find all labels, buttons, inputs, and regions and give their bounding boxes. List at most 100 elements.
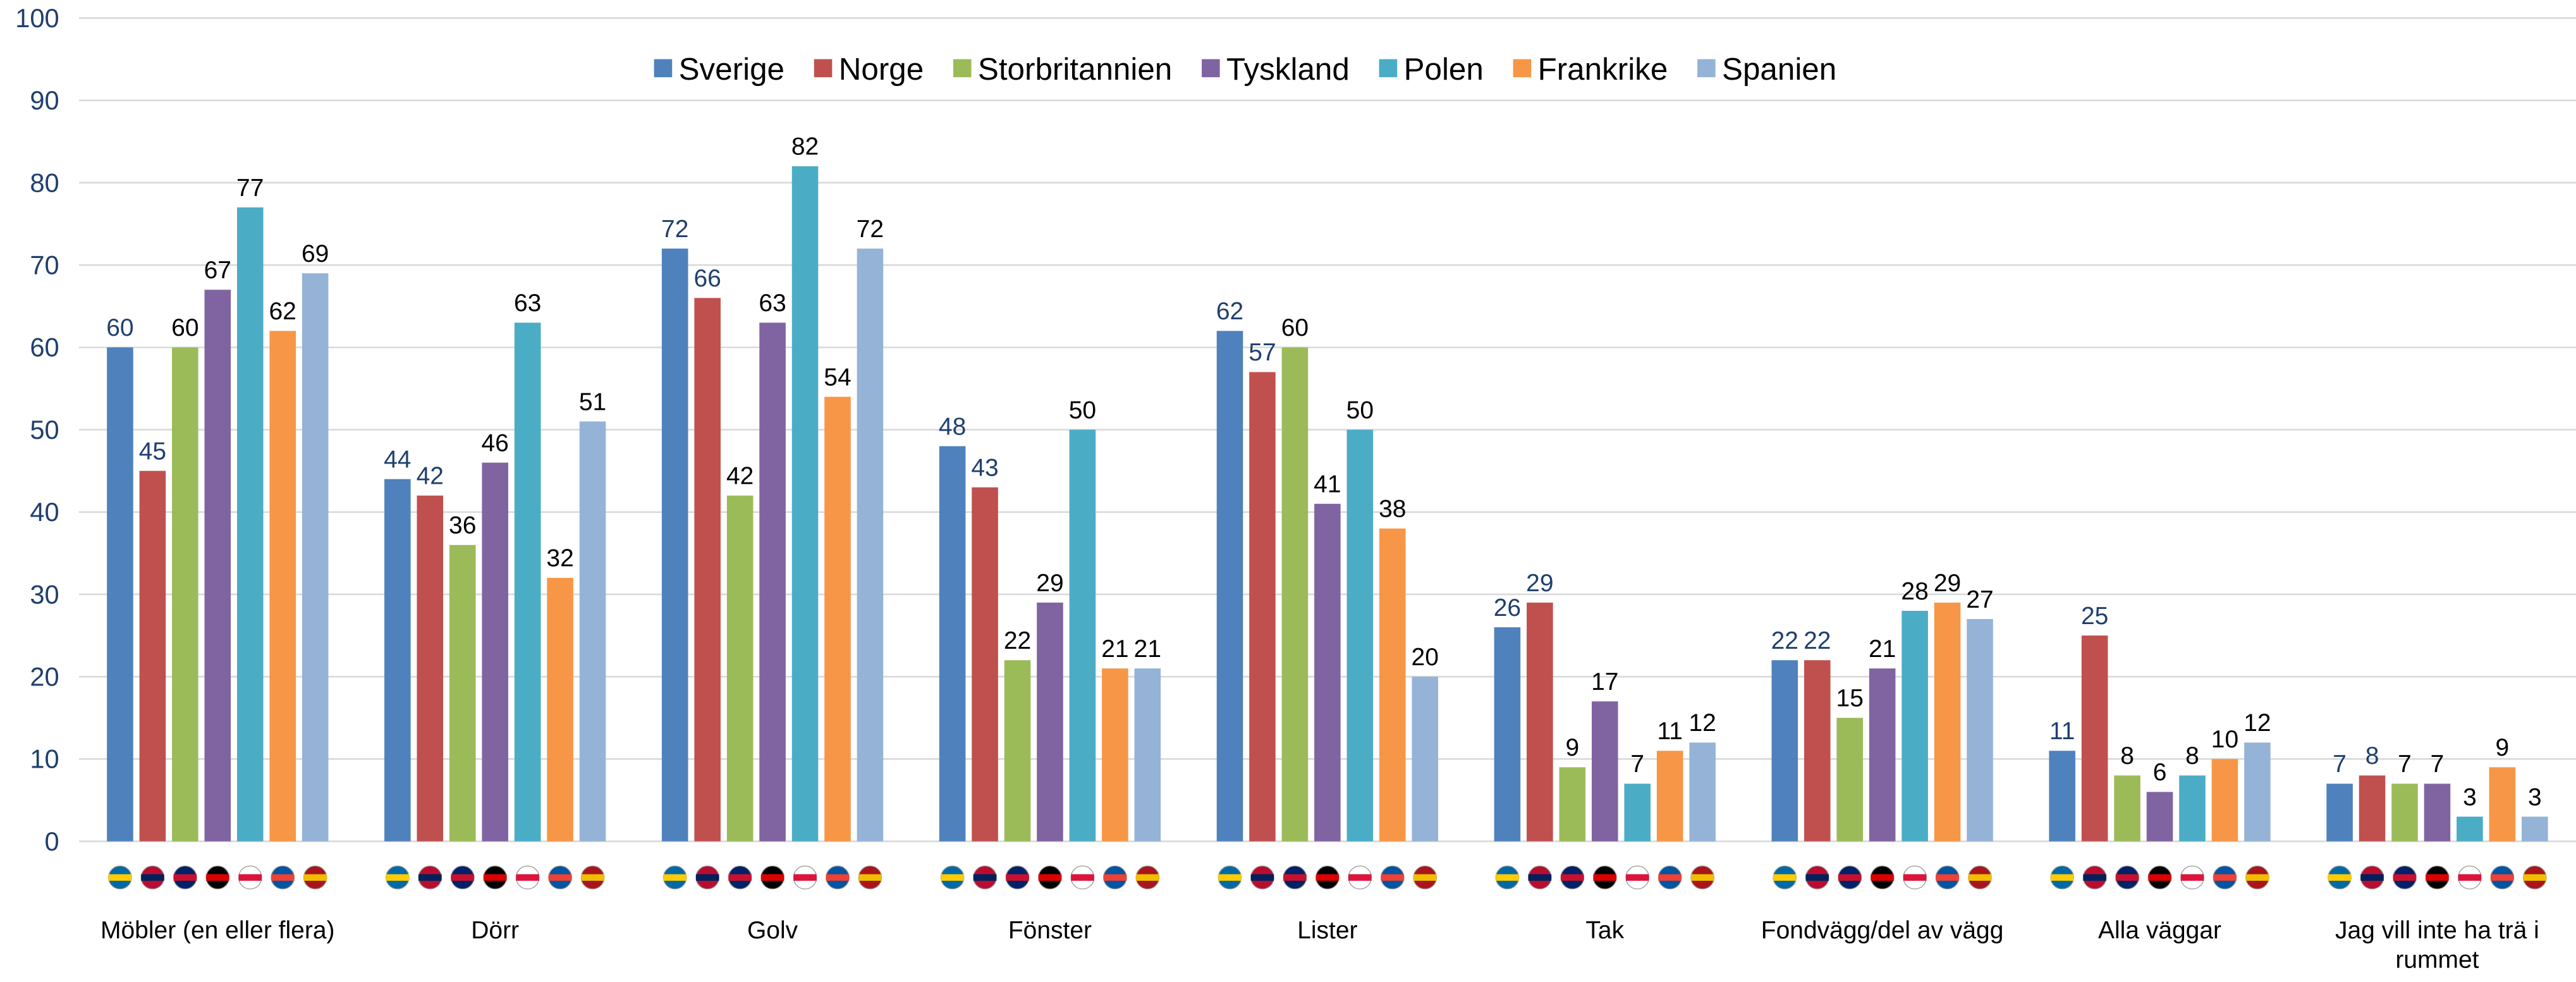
- data-label: 22: [1771, 627, 1798, 654]
- bar: [514, 322, 541, 842]
- bar: [661, 249, 688, 842]
- flag-icon-stripe: [2328, 874, 2352, 881]
- y-tick-label: 90: [30, 85, 59, 115]
- x-label-box: Fondvägg/del av vägg: [1761, 917, 2004, 945]
- flag-icon-stripe: [941, 874, 964, 881]
- legend-label: Norge: [839, 52, 924, 87]
- legend-swatch: [1202, 59, 1220, 78]
- bar: [791, 166, 819, 842]
- flag-icon-stripe: [386, 874, 410, 881]
- bar: [384, 479, 411, 842]
- bar: [269, 331, 296, 842]
- flag-icon-stripe: [663, 874, 687, 881]
- legend-swatch: [1379, 59, 1398, 78]
- data-label: 42: [417, 463, 444, 490]
- bar: [2326, 783, 2353, 842]
- data-label: 48: [939, 413, 966, 440]
- data-label: 8: [2185, 742, 2199, 770]
- flag-icon-stripe: [2115, 874, 2139, 881]
- data-label: 7: [2333, 751, 2347, 778]
- data-label: 77: [236, 175, 264, 202]
- bar: [2457, 816, 2483, 842]
- x-tick-label: Möbler (en eller flera): [101, 917, 335, 945]
- flag-icon-stripe: [548, 874, 572, 881]
- legend-swatch: [953, 59, 972, 78]
- bar: [759, 322, 786, 842]
- legend-label: Frankrike: [1538, 52, 1668, 87]
- flag-icon-stripe: [1413, 874, 1437, 881]
- legend-label: Spanien: [1722, 52, 1836, 87]
- x-label-box: Dörr: [471, 917, 519, 945]
- data-label: 82: [791, 133, 819, 161]
- data-label: 43: [971, 455, 998, 482]
- legend-label: Tyskland: [1226, 52, 1350, 87]
- x-label-box: Möbler (en eller flera): [101, 917, 335, 945]
- flag-icon-stripe: [695, 874, 719, 881]
- x-tick-label: Lister: [1297, 917, 1358, 945]
- flag-icon-stripe: [418, 874, 442, 881]
- legend: Sverige Norge Storbritannien Tyskland Polen F…: [654, 52, 1836, 87]
- y-tick-label: 50: [30, 415, 59, 445]
- flag-icon-stripe: [1561, 874, 1584, 881]
- x-label-box: Fönster: [1008, 917, 1092, 945]
- flag-icon-stripe: [760, 874, 784, 881]
- flag-icon-stripe: [1315, 874, 1340, 881]
- y-tick-label: 60: [30, 333, 59, 362]
- flag-icon-stripe: [1626, 874, 1649, 881]
- data-label: 7: [2398, 751, 2412, 778]
- data-label: 38: [1379, 496, 1406, 523]
- flag-icon-stripe: [1218, 874, 1242, 881]
- bar: [1869, 668, 1896, 842]
- bar: [1379, 528, 1406, 842]
- data-label: 63: [759, 290, 786, 317]
- data-label: 50: [1346, 396, 1374, 424]
- bar: [1412, 677, 1439, 842]
- flag-icon-stripe: [108, 874, 132, 881]
- flag-icon-stripe: [2393, 874, 2417, 881]
- y-tick-label: 20: [30, 661, 59, 691]
- data-label: 32: [546, 545, 573, 572]
- data-label: 50: [1069, 396, 1096, 424]
- data-label: 7: [1630, 751, 1644, 778]
- flag-icon-stripe: [973, 874, 997, 881]
- flag-icon-stripe: [2523, 874, 2547, 881]
- data-label: 67: [204, 257, 231, 284]
- bar: [1559, 767, 1586, 842]
- bar: [579, 421, 606, 842]
- data-label: 29: [1036, 570, 1063, 597]
- flag-icon-stripe: [858, 874, 882, 881]
- bar: [1494, 627, 1521, 842]
- flag-icon-stripe: [2213, 874, 2237, 881]
- data-label: 36: [449, 512, 476, 539]
- bar: [1591, 701, 1618, 842]
- bar: [1689, 742, 1716, 842]
- data-label: 51: [579, 388, 606, 415]
- bar: [107, 347, 133, 842]
- data-label: 9: [1565, 734, 1579, 761]
- bar: [449, 544, 476, 842]
- data-label: 27: [1966, 586, 1993, 613]
- flag-icon-stripe: [1038, 874, 1062, 881]
- data-label: 8: [2365, 742, 2379, 770]
- data-label: 3: [2528, 783, 2542, 811]
- legend-swatch: [1697, 59, 1716, 78]
- bar: [1314, 503, 1341, 842]
- bar: [824, 396, 851, 842]
- bar: [482, 462, 508, 842]
- flag-icon-stripe: [516, 874, 539, 881]
- legend-label: Storbritannien: [978, 52, 1172, 87]
- flag-icon-stripe: [2051, 874, 2074, 881]
- data-label: 54: [824, 364, 851, 391]
- data-label: 28: [1901, 578, 1928, 605]
- data-label: 10: [2211, 726, 2238, 753]
- flag-icon-stripe: [1658, 874, 1682, 881]
- bar: [972, 487, 998, 842]
- data-label: 15: [1836, 685, 1864, 712]
- bar: [1037, 602, 1063, 842]
- bar: [1069, 429, 1096, 842]
- data-label: 8: [2120, 742, 2134, 770]
- data-label: 72: [857, 216, 884, 243]
- bar: [2489, 767, 2516, 842]
- flag-icon-stripe: [483, 874, 507, 881]
- data-label: 11: [2049, 718, 2075, 745]
